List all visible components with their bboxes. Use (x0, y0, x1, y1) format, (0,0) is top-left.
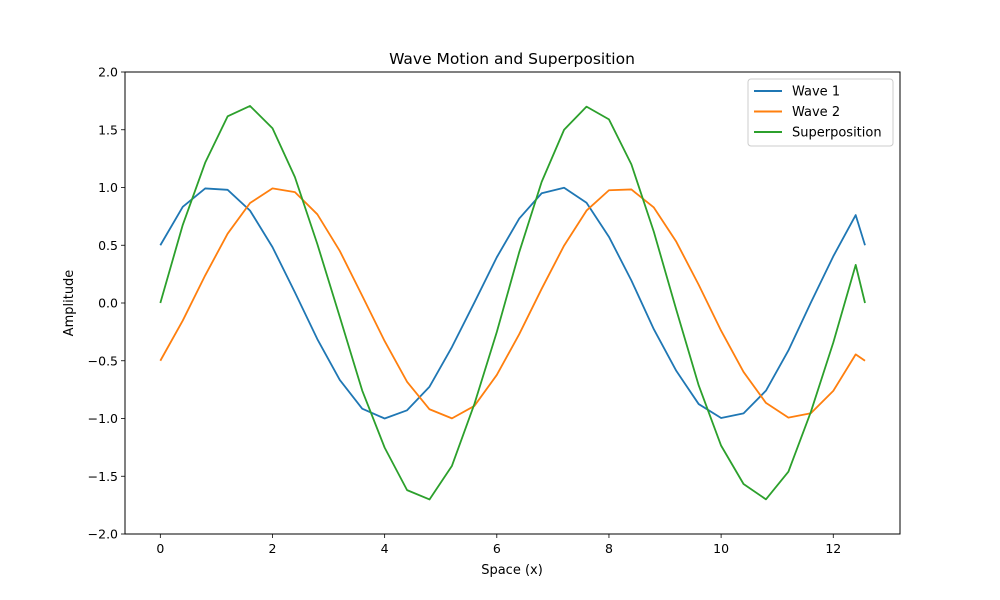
y-tick-label: 0.0 (98, 296, 118, 311)
y-tick-label: 1.0 (98, 180, 118, 195)
y-tick-label: −2.0 (88, 527, 118, 542)
legend-label-superposition: Superposition (792, 126, 882, 141)
plot-lines (159, 105, 866, 501)
y-tick-label: −1.5 (88, 469, 118, 484)
x-tick-label: 8 (605, 541, 613, 556)
legend-box (747, 78, 894, 147)
x-axis: 0 2 4 6 8 10 12 (156, 534, 841, 556)
x-tick-label: 2 (269, 541, 277, 556)
y-tick-label: 1.5 (98, 122, 118, 137)
legend-label-wave-1: Wave 1 (792, 85, 840, 100)
x-axis-label: Space (x) (481, 563, 543, 578)
series-line-wave-1 (159, 186, 866, 420)
x-tick-label: 12 (825, 541, 841, 556)
y-axis: −2.0 −1.5 −1.0 −0.5 0.0 0.5 1.0 1.5 2.0 (88, 65, 125, 542)
legend: Wave 1 Wave 2 Superposition (747, 78, 894, 147)
y-tick-label: 2.0 (98, 65, 118, 80)
x-tick-label: 10 (713, 541, 729, 556)
y-tick-label: −0.5 (88, 353, 118, 368)
y-axis-label: Amplitude (62, 270, 77, 337)
series-line-superposition (159, 105, 866, 501)
chart-title: Wave Motion and Superposition (389, 50, 635, 68)
y-tick-label: 0.5 (98, 238, 118, 253)
x-tick-label: 6 (493, 541, 501, 556)
legend-label-wave-2: Wave 2 (792, 105, 840, 120)
y-tick-label: −1.0 (88, 411, 118, 426)
series-line-wave-2 (159, 187, 866, 420)
x-tick-label: 0 (156, 541, 164, 556)
x-tick-label: 4 (381, 541, 389, 556)
